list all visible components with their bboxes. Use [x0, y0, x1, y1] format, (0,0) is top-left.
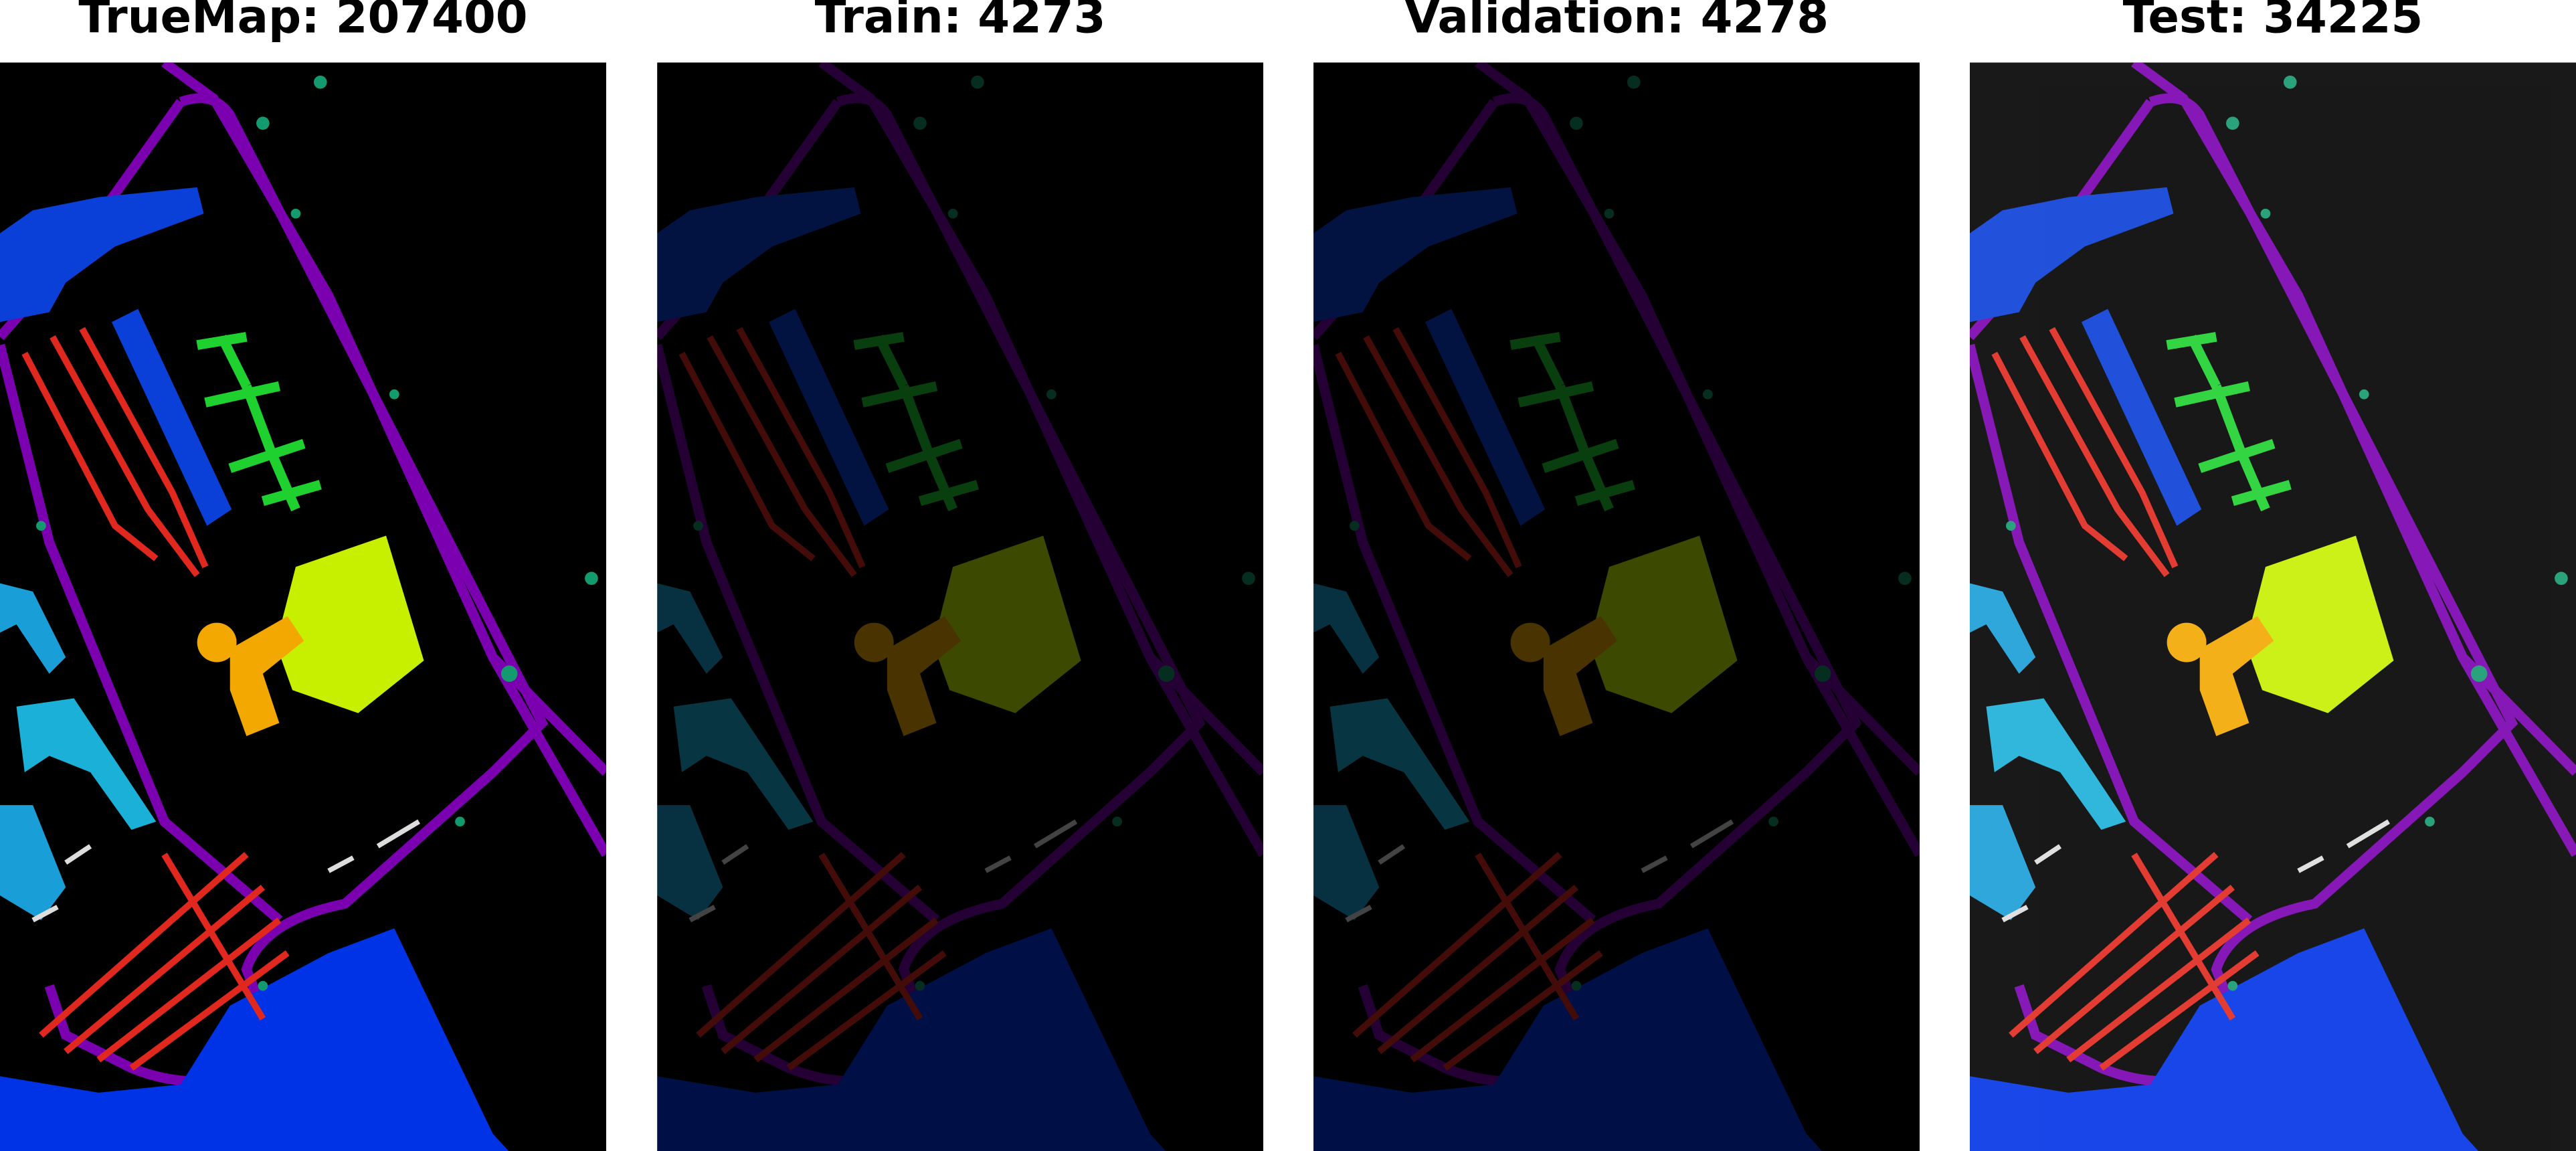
panel-train: Train: 4273 — [657, 0, 1264, 1151]
classification-map — [1313, 62, 1920, 1151]
panel-title: Validation: 4278 — [1404, 0, 1829, 44]
panel-truemap: TrueMap: 207400 — [0, 0, 606, 1151]
panel-title: Train: 4273 — [815, 0, 1106, 44]
panel-title: Test: 34225 — [2123, 0, 2423, 44]
panel-validation: Validation: 4278 — [1313, 0, 1920, 1151]
panel-title: TrueMap: 207400 — [78, 0, 527, 44]
classification-map — [1970, 62, 2576, 1151]
classification-map — [0, 62, 606, 1151]
panel-test: Test: 34225 — [1970, 0, 2576, 1151]
classification-map — [657, 62, 1263, 1151]
